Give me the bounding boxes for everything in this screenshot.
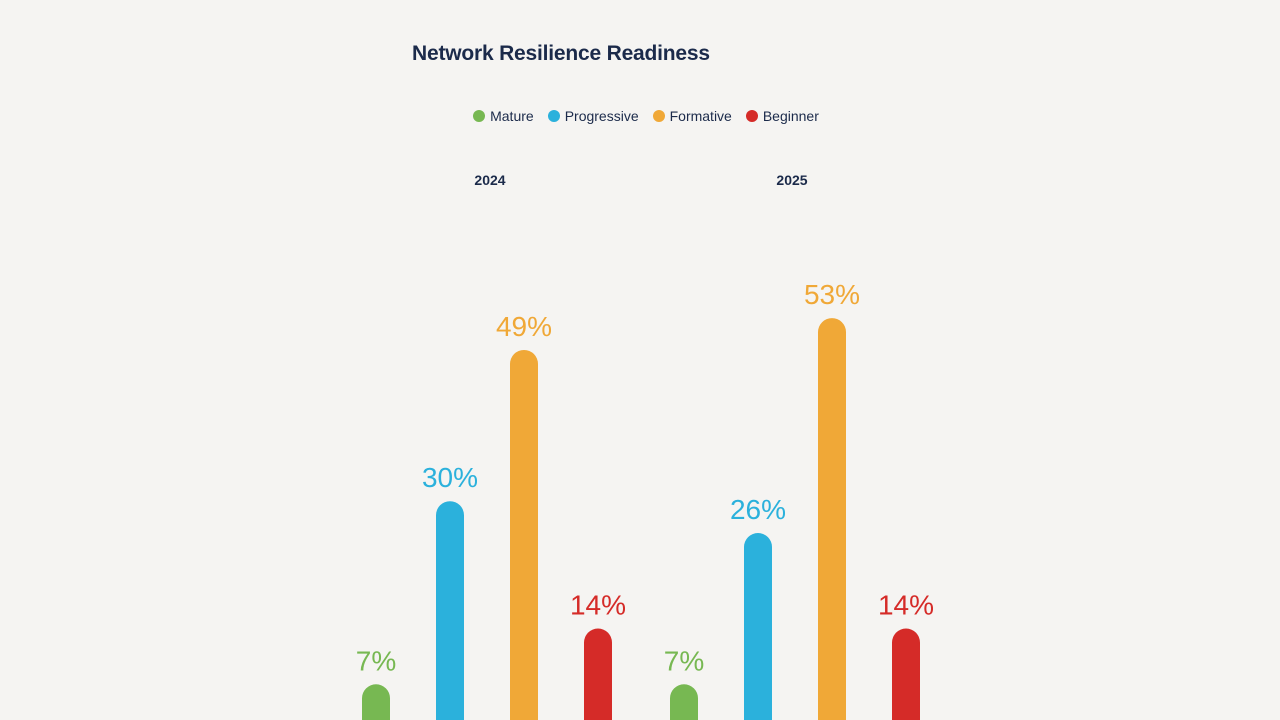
legend-label-progressive: Progressive [564, 108, 639, 124]
legend-marker-mature [473, 110, 486, 122]
legend: Mature Progressive Formative Beginner [0, 108, 1280, 124]
data-label-2024-formative: 49% [496, 311, 552, 342]
chart-title: Network Resilience Readiness [412, 42, 710, 65]
legend-item-progressive: Progressive [547, 108, 639, 124]
data-label-2025-mature: 7% [664, 645, 704, 676]
legend-marker-beginner [745, 110, 758, 122]
legend-marker-formative [652, 110, 665, 122]
bar-2025-mature [670, 684, 698, 720]
bar-2024-mature [362, 684, 390, 720]
group-title-2025: 2025 [776, 172, 808, 188]
legend-marker-progressive [547, 110, 560, 122]
legend-label-mature: Mature [490, 108, 534, 124]
bar-2025-progressive [744, 533, 772, 720]
legend-item-mature: Mature [473, 108, 534, 124]
group-title-2024: 2024 [474, 172, 506, 188]
bar-2024-formative [510, 350, 538, 720]
data-label-2024-progressive: 30% [422, 462, 478, 493]
legend-label-formative: Formative [669, 108, 732, 124]
legend-item-formative: Formative [652, 108, 732, 124]
legend-label-beginner: Beginner [762, 108, 819, 124]
bar-2024-progressive [436, 501, 464, 720]
legend-item-beginner: Beginner [745, 108, 819, 124]
bar-2025-beginner [892, 628, 920, 720]
data-label-2024-mature: 7% [356, 645, 396, 676]
data-label-2025-formative: 53% [804, 279, 860, 310]
data-label-2025-beginner: 14% [878, 590, 934, 621]
bar-2024-beginner [584, 628, 612, 720]
data-label-2024-beginner: 14% [570, 590, 626, 621]
bar-2025-formative [818, 318, 846, 720]
data-label-2025-progressive: 26% [730, 494, 786, 525]
